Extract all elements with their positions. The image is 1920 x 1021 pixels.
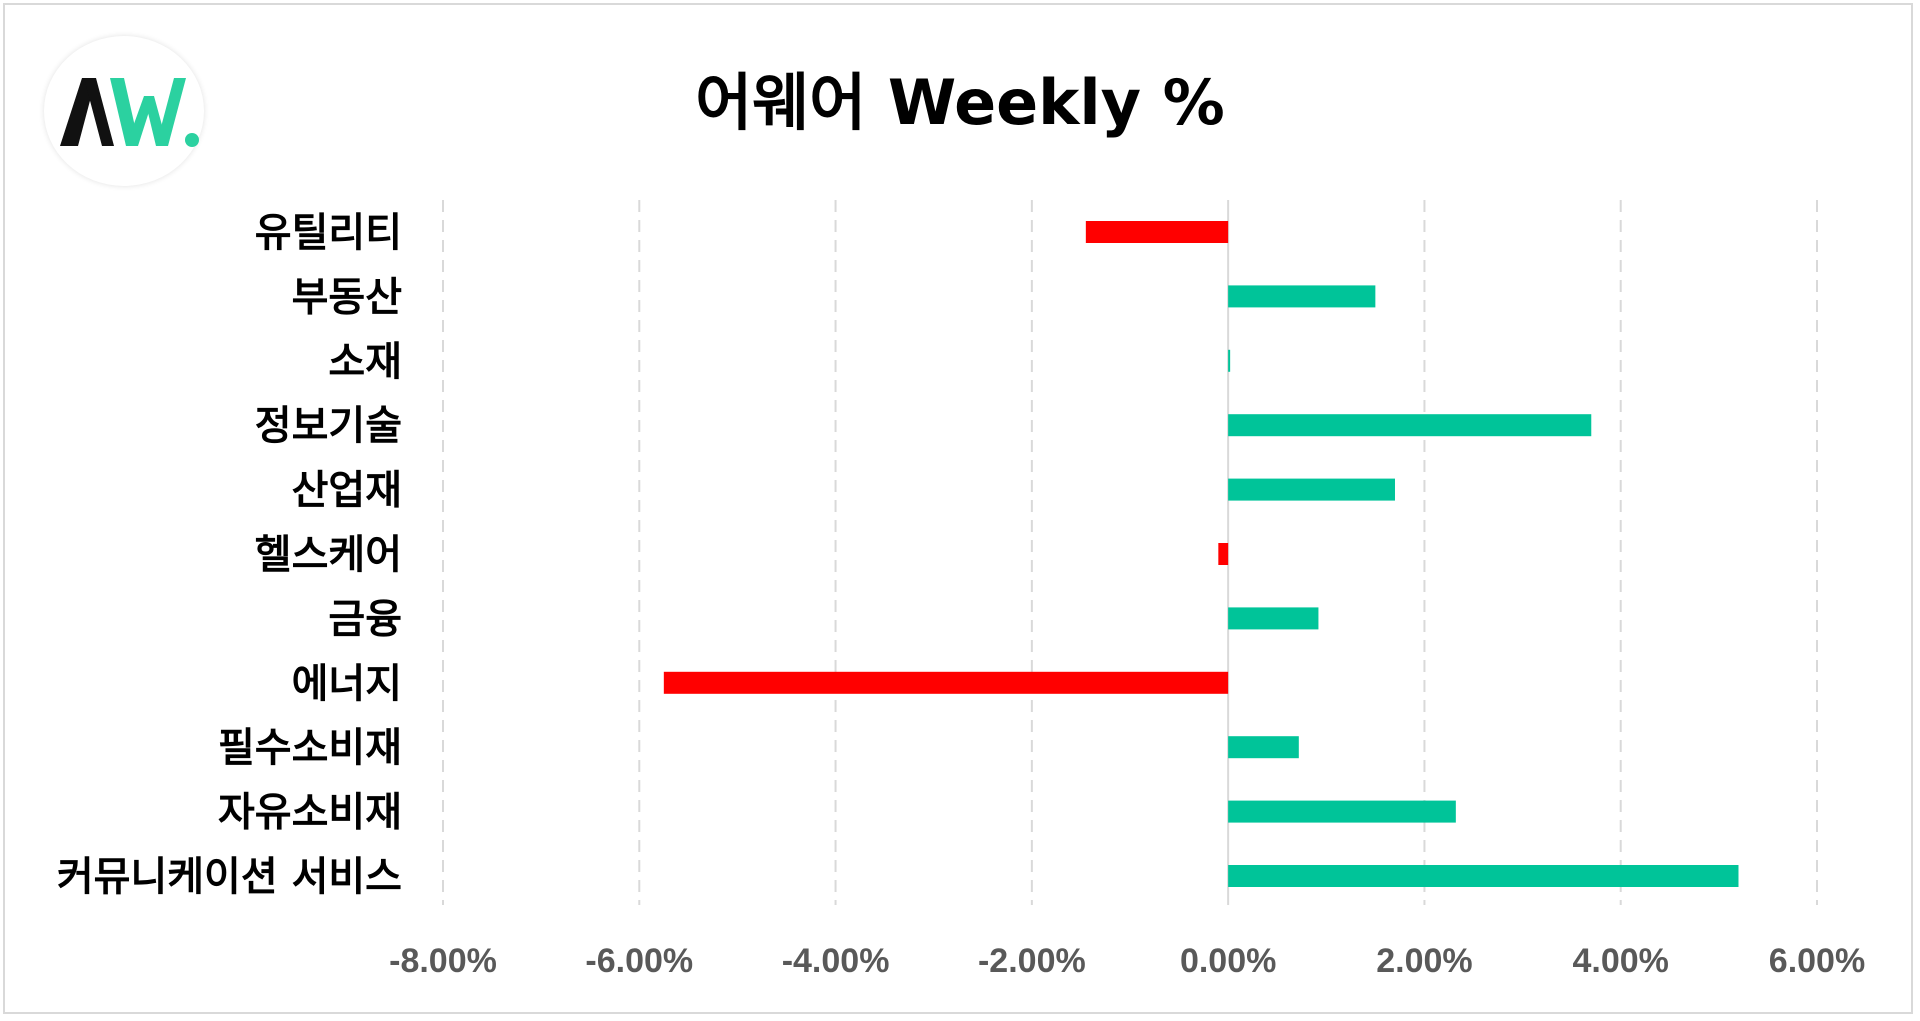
bar-9 <box>1228 736 1299 759</box>
category-label: 에너지 <box>292 661 402 707</box>
bar-7 <box>1228 607 1319 630</box>
category-label: 유틸리티 <box>255 210 402 256</box>
category-label: 부동산 <box>292 274 403 320</box>
bar-2 <box>1228 285 1376 308</box>
aw-logo <box>44 36 204 186</box>
chart-frame <box>3 3 1913 1014</box>
x-tick-label: -8.00% <box>389 942 497 980</box>
bar-4 <box>1228 414 1592 437</box>
category-label: 산업재 <box>292 468 402 514</box>
category-label: 금융 <box>328 596 402 642</box>
x-tick-label: -2.00% <box>978 942 1086 980</box>
bar-11 <box>1228 865 1739 887</box>
bar-5 <box>1228 478 1395 501</box>
category-label: 정보기술 <box>255 403 402 449</box>
x-tick-label: 2.00% <box>1376 942 1472 980</box>
x-tick-label: 4.00% <box>1573 942 1669 980</box>
bar-3 <box>1228 349 1231 372</box>
x-tick-label: 6.00% <box>1769 942 1865 980</box>
category-label: 자유소비재 <box>218 790 402 836</box>
bar-10 <box>1228 800 1456 823</box>
bar-6 <box>1218 543 1229 565</box>
category-label: 필수소비재 <box>218 725 402 771</box>
category-label: 소재 <box>328 339 402 385</box>
x-tick-label: 0.00% <box>1180 942 1276 980</box>
aw-logo-icon <box>60 78 199 147</box>
bar-8 <box>663 671 1229 694</box>
x-tick-label: -4.00% <box>782 942 890 980</box>
chart-title: 어웨어 Weekly % <box>695 66 1225 139</box>
category-label: 커뮤니케이션 서비스 <box>57 854 402 900</box>
category-label: 헬스케어 <box>255 532 402 578</box>
x-tick-label: -6.00% <box>585 942 693 980</box>
bar-1 <box>1085 221 1229 243</box>
